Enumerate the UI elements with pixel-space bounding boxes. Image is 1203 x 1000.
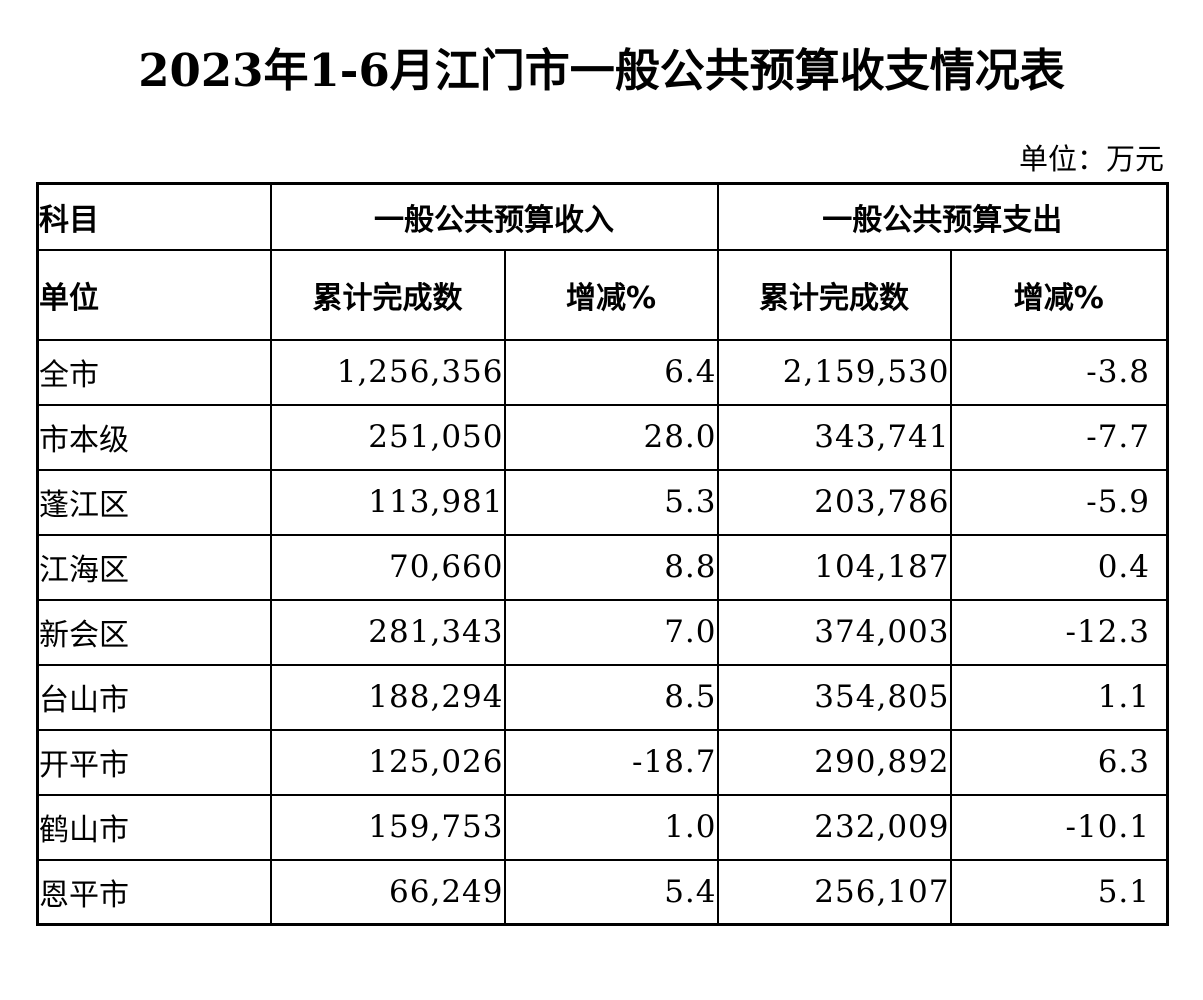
table-row: 全市 1,256,356 6.4 2,159,530 -3.8 — [36, 338, 1169, 406]
expenditure-cell: 203,786 — [716, 468, 952, 536]
expenditure-cell: 232,009 — [716, 793, 952, 861]
revenue-cell: 251,050 — [269, 403, 506, 471]
header-unit: 单位 — [36, 248, 272, 341]
header-row-columns: 单位 累计完成数 增减% 累计完成数 增减% — [36, 248, 1169, 341]
expenditure-change-cell: 1.1 — [949, 663, 1169, 731]
region-name-cell: 新会区 — [36, 598, 272, 666]
expenditure-change-cell: -10.1 — [949, 793, 1169, 861]
table-header: 科目 一般公共预算收入 一般公共预算支出 单位 累计完成数 增减% 累计完成数 … — [36, 182, 1169, 341]
revenue-cell: 66,249 — [269, 858, 506, 926]
expenditure-cell: 354,805 — [716, 663, 952, 731]
revenue-change-cell: 8.5 — [503, 663, 719, 731]
table-row: 新会区 281,343 7.0 374,003 -12.3 — [36, 598, 1169, 666]
table-row: 恩平市 66,249 5.4 256,107 5.1 — [36, 858, 1169, 926]
expenditure-cell: 290,892 — [716, 728, 952, 796]
revenue-change-cell: 5.3 — [503, 468, 719, 536]
region-name-cell: 江海区 — [36, 533, 272, 601]
region-name-cell: 市本级 — [36, 403, 272, 471]
region-name-cell: 鹤山市 — [36, 793, 272, 861]
region-name-cell: 开平市 — [36, 728, 272, 796]
expenditure-change-cell: 5.1 — [949, 858, 1169, 926]
header-revenue-cumulative: 累计完成数 — [269, 248, 506, 341]
revenue-cell: 159,753 — [269, 793, 506, 861]
header-subject: 科目 — [36, 182, 272, 251]
expenditure-cell: 374,003 — [716, 598, 952, 666]
table-row: 市本级 251,050 28.0 343,741 -7.7 — [36, 403, 1169, 471]
expenditure-change-cell: -12.3 — [949, 598, 1169, 666]
revenue-change-cell: 5.4 — [503, 858, 719, 926]
budget-table: 科目 一般公共预算收入 一般公共预算支出 单位 累计完成数 增减% 累计完成数 … — [36, 182, 1169, 926]
revenue-cell: 188,294 — [269, 663, 506, 731]
table-row: 江海区 70,660 8.8 104,187 0.4 — [36, 533, 1169, 601]
revenue-cell: 125,026 — [269, 728, 506, 796]
revenue-change-cell: 7.0 — [503, 598, 719, 666]
revenue-change-cell: 6.4 — [503, 338, 719, 406]
header-revenue-change: 增减% — [503, 248, 719, 341]
unit-note: 单位：万元 — [1018, 142, 1164, 176]
revenue-change-cell: 8.8 — [503, 533, 719, 601]
table-body: 全市 1,256,356 6.4 2,159,530 -3.8 市本级 251,… — [36, 338, 1169, 926]
expenditure-change-cell: 0.4 — [949, 533, 1169, 601]
table-row: 开平市 125,026 -18.7 290,892 6.3 — [36, 728, 1169, 796]
revenue-cell: 113,981 — [269, 468, 506, 536]
revenue-cell: 1,256,356 — [269, 338, 506, 406]
header-expenditure-group: 一般公共预算支出 — [716, 182, 1169, 251]
table-row: 蓬江区 113,981 5.3 203,786 -5.9 — [36, 468, 1169, 536]
expenditure-change-cell: -3.8 — [949, 338, 1169, 406]
revenue-change-cell: -18.7 — [503, 728, 719, 796]
region-name-cell: 全市 — [36, 338, 272, 406]
table-row: 鹤山市 159,753 1.0 232,009 -10.1 — [36, 793, 1169, 861]
revenue-cell: 70,660 — [269, 533, 506, 601]
header-expenditure-cumulative: 累计完成数 — [716, 248, 952, 341]
table-row: 台山市 188,294 8.5 354,805 1.1 — [36, 663, 1169, 731]
region-name-cell: 蓬江区 — [36, 468, 272, 536]
expenditure-cell: 343,741 — [716, 403, 952, 471]
revenue-cell: 281,343 — [269, 598, 506, 666]
header-revenue-group: 一般公共预算收入 — [269, 182, 719, 251]
region-name-cell: 恩平市 — [36, 858, 272, 926]
revenue-change-cell: 1.0 — [503, 793, 719, 861]
expenditure-change-cell: -7.7 — [949, 403, 1169, 471]
expenditure-cell: 104,187 — [716, 533, 952, 601]
expenditure-cell: 256,107 — [716, 858, 952, 926]
header-expenditure-change: 增减% — [949, 248, 1169, 341]
expenditure-change-cell: -5.9 — [949, 468, 1169, 536]
page-title: 2023年1-6月江门市一般公共预算收支情况表 — [138, 44, 1065, 97]
expenditure-cell: 2,159,530 — [716, 338, 952, 406]
region-name-cell: 台山市 — [36, 663, 272, 731]
revenue-change-cell: 28.0 — [503, 403, 719, 471]
expenditure-change-cell: 6.3 — [949, 728, 1169, 796]
header-row-groups: 科目 一般公共预算收入 一般公共预算支出 — [36, 182, 1169, 251]
